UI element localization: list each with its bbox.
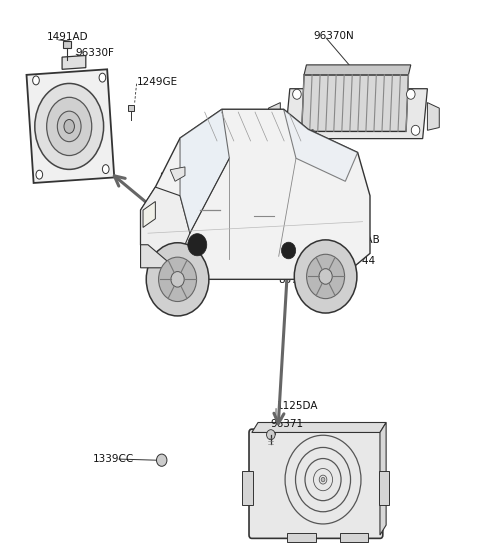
Circle shape bbox=[185, 195, 195, 207]
Circle shape bbox=[158, 257, 196, 301]
Text: 85744: 85744 bbox=[342, 255, 376, 265]
Ellipse shape bbox=[33, 76, 39, 85]
Text: 96330F: 96330F bbox=[75, 48, 114, 58]
Polygon shape bbox=[141, 109, 370, 279]
Circle shape bbox=[326, 277, 330, 282]
Bar bbox=[63, 41, 71, 48]
Circle shape bbox=[156, 454, 167, 466]
Bar bbox=[242, 472, 253, 505]
Polygon shape bbox=[26, 69, 114, 183]
Text: 1327AB: 1327AB bbox=[340, 235, 380, 245]
Circle shape bbox=[319, 269, 332, 284]
Ellipse shape bbox=[36, 170, 43, 179]
Text: 1491AD: 1491AD bbox=[47, 32, 88, 42]
Circle shape bbox=[288, 125, 297, 136]
Text: 85745: 85745 bbox=[278, 275, 311, 285]
Circle shape bbox=[321, 477, 325, 482]
Ellipse shape bbox=[57, 111, 81, 142]
Ellipse shape bbox=[47, 97, 92, 156]
Polygon shape bbox=[141, 187, 190, 268]
Text: 96370N: 96370N bbox=[313, 31, 354, 41]
Circle shape bbox=[171, 272, 184, 287]
Bar bbox=[288, 533, 316, 542]
Circle shape bbox=[281, 242, 296, 259]
Polygon shape bbox=[170, 167, 185, 181]
Polygon shape bbox=[143, 202, 156, 227]
Polygon shape bbox=[304, 65, 411, 75]
Circle shape bbox=[294, 240, 357, 313]
Circle shape bbox=[146, 242, 209, 316]
Circle shape bbox=[307, 254, 345, 298]
Ellipse shape bbox=[35, 83, 104, 169]
Polygon shape bbox=[284, 109, 358, 181]
Circle shape bbox=[293, 89, 301, 99]
Text: 1125DA: 1125DA bbox=[277, 402, 319, 412]
Text: 96371: 96371 bbox=[271, 419, 304, 429]
Polygon shape bbox=[427, 102, 439, 130]
Ellipse shape bbox=[64, 119, 74, 133]
Text: 86825C: 86825C bbox=[159, 172, 200, 183]
Ellipse shape bbox=[99, 73, 106, 82]
Circle shape bbox=[324, 274, 332, 284]
Circle shape bbox=[328, 239, 333, 244]
Circle shape bbox=[407, 89, 415, 99]
Polygon shape bbox=[268, 102, 280, 130]
Ellipse shape bbox=[102, 165, 109, 174]
Text: 1249GE: 1249GE bbox=[137, 77, 178, 86]
Circle shape bbox=[188, 234, 207, 256]
Polygon shape bbox=[180, 109, 229, 233]
Polygon shape bbox=[380, 422, 386, 535]
Bar bbox=[379, 472, 389, 505]
Polygon shape bbox=[301, 75, 408, 132]
Circle shape bbox=[266, 430, 275, 440]
Polygon shape bbox=[252, 422, 386, 432]
Text: 1339CC: 1339CC bbox=[93, 454, 134, 464]
Circle shape bbox=[411, 125, 420, 136]
FancyBboxPatch shape bbox=[249, 429, 383, 538]
Bar bbox=[340, 533, 368, 542]
Polygon shape bbox=[62, 55, 86, 69]
Circle shape bbox=[325, 236, 335, 247]
Polygon shape bbox=[285, 88, 427, 139]
Polygon shape bbox=[141, 245, 175, 268]
Bar bbox=[128, 105, 134, 111]
Circle shape bbox=[329, 250, 336, 258]
